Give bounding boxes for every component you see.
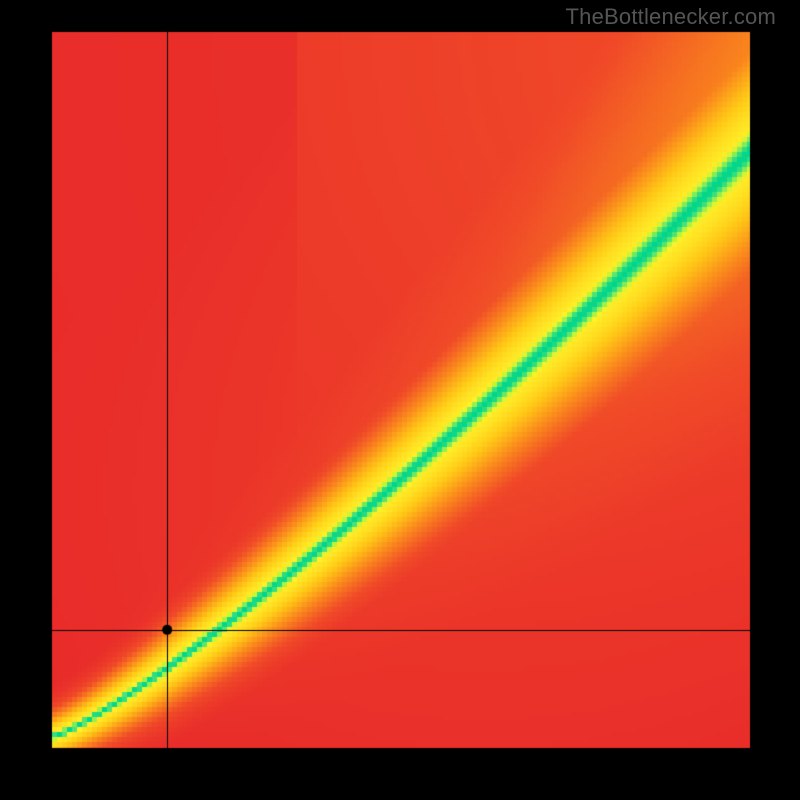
heatmap-canvas [0,0,800,800]
chart-container: TheBottlenecker.com [0,0,800,800]
watermark-text: TheBottlenecker.com [566,4,776,30]
